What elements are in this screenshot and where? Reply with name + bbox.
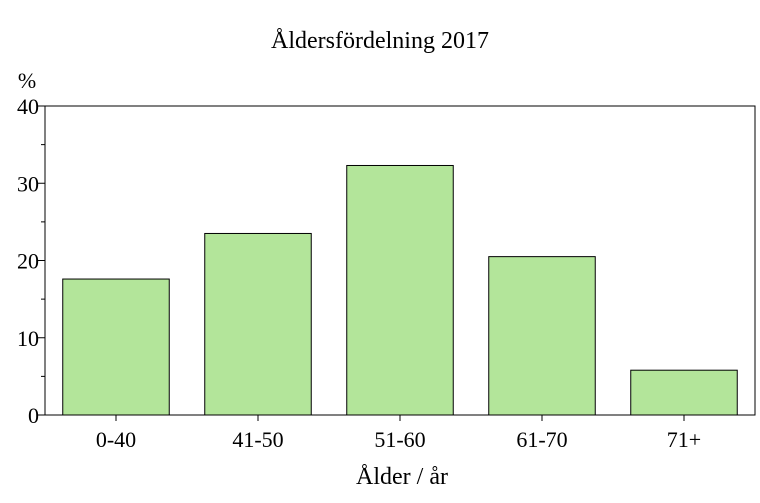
bar <box>630 369 738 416</box>
x-tick-label: 61-70 <box>516 427 567 452</box>
bar <box>488 256 596 416</box>
bar <box>346 164 454 416</box>
x-tick-label: 0-40 <box>96 427 136 452</box>
plot-area: 0 10 20 30 40 0-40 41-50 51-60 61-70 71+ <box>17 94 756 452</box>
x-tick-label: 71+ <box>667 427 701 452</box>
chart-title: Åldersfördelning 2017 <box>271 28 489 54</box>
x-tick-label: 51-60 <box>374 427 425 452</box>
y-tick-label: 30 <box>17 171 39 196</box>
y-tick-label: 40 <box>17 94 39 119</box>
y-axis-label: % <box>18 68 36 93</box>
x-axis-label: Ålder / år <box>356 464 448 490</box>
bar <box>204 232 312 416</box>
x-tick-label: 41-50 <box>232 427 283 452</box>
y-tick-label: 0 <box>28 403 39 428</box>
bar <box>62 278 170 416</box>
y-tick-label: 20 <box>17 249 39 274</box>
y-tick-label: 10 <box>17 326 39 351</box>
